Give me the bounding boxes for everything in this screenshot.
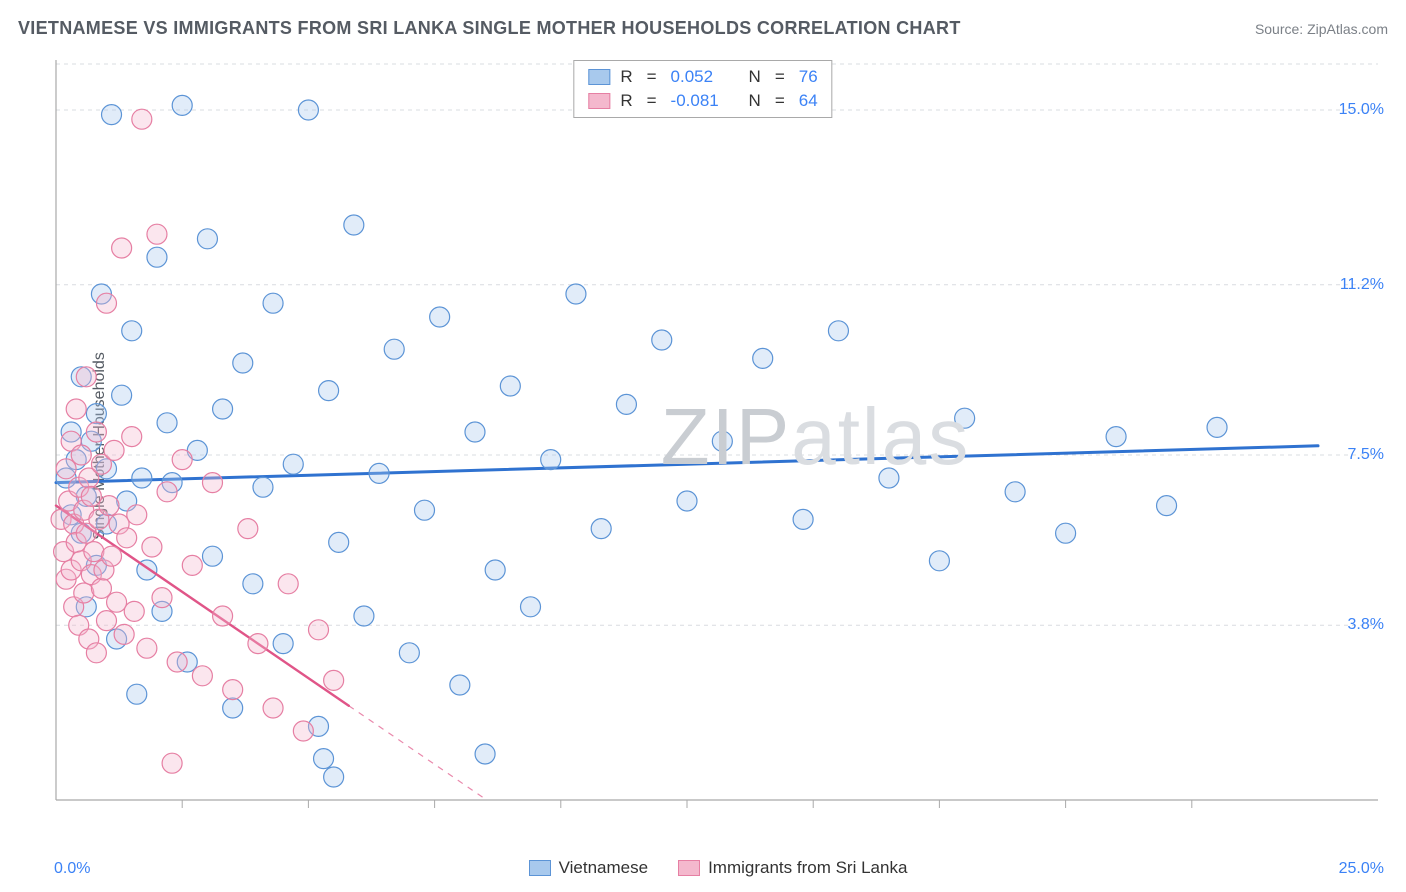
legend-correlation: R = 0.052 N = 76 R = -0.081 N = 64	[573, 60, 832, 118]
equals-sign: =	[643, 67, 661, 87]
equals-sign: =	[643, 91, 661, 111]
scatter-plot-svg	[48, 52, 1388, 840]
y-tick-label: 7.5%	[1348, 446, 1384, 464]
chart-header: VIETNAMESE VS IMMIGRANTS FROM SRI LANKA …	[18, 18, 1388, 39]
legend-correlation-row: R = 0.052 N = 76	[574, 65, 831, 89]
legend-series-item: Immigrants from Sri Lanka	[678, 858, 907, 878]
equals-sign: =	[771, 67, 789, 87]
legend-swatch	[588, 69, 610, 85]
legend-swatch	[588, 93, 610, 109]
legend-r-value: 0.052	[671, 67, 731, 87]
legend-correlation-row: R = -0.081 N = 64	[574, 89, 831, 113]
y-tick-label: 15.0%	[1339, 101, 1384, 119]
legend-n-label: N	[749, 91, 761, 111]
legend-series-label: Immigrants from Sri Lanka	[708, 858, 907, 878]
legend-n-value: 64	[799, 91, 818, 111]
y-tick-label: 11.2%	[1340, 276, 1384, 294]
legend-swatch	[678, 860, 700, 876]
legend-swatch	[529, 860, 551, 876]
legend-n-label: N	[749, 67, 761, 87]
legend-r-value: -0.081	[671, 91, 731, 111]
y-tick-label: 3.8%	[1348, 616, 1384, 634]
x-axis-max-label: 25.0%	[1339, 860, 1384, 878]
legend-n-value: 76	[799, 67, 818, 87]
legend-series-label: Vietnamese	[559, 858, 648, 878]
legend-r-label: R	[620, 91, 632, 111]
source-label: Source: ZipAtlas.com	[1255, 21, 1388, 37]
x-axis-origin-label: 0.0%	[54, 860, 90, 878]
chart-title: VIETNAMESE VS IMMIGRANTS FROM SRI LANKA …	[18, 18, 961, 39]
equals-sign: =	[771, 91, 789, 111]
legend-series-item: Vietnamese	[529, 858, 648, 878]
legend-r-label: R	[620, 67, 632, 87]
plot-area	[48, 52, 1388, 840]
legend-series: Vietnamese Immigrants from Sri Lanka	[48, 858, 1388, 878]
